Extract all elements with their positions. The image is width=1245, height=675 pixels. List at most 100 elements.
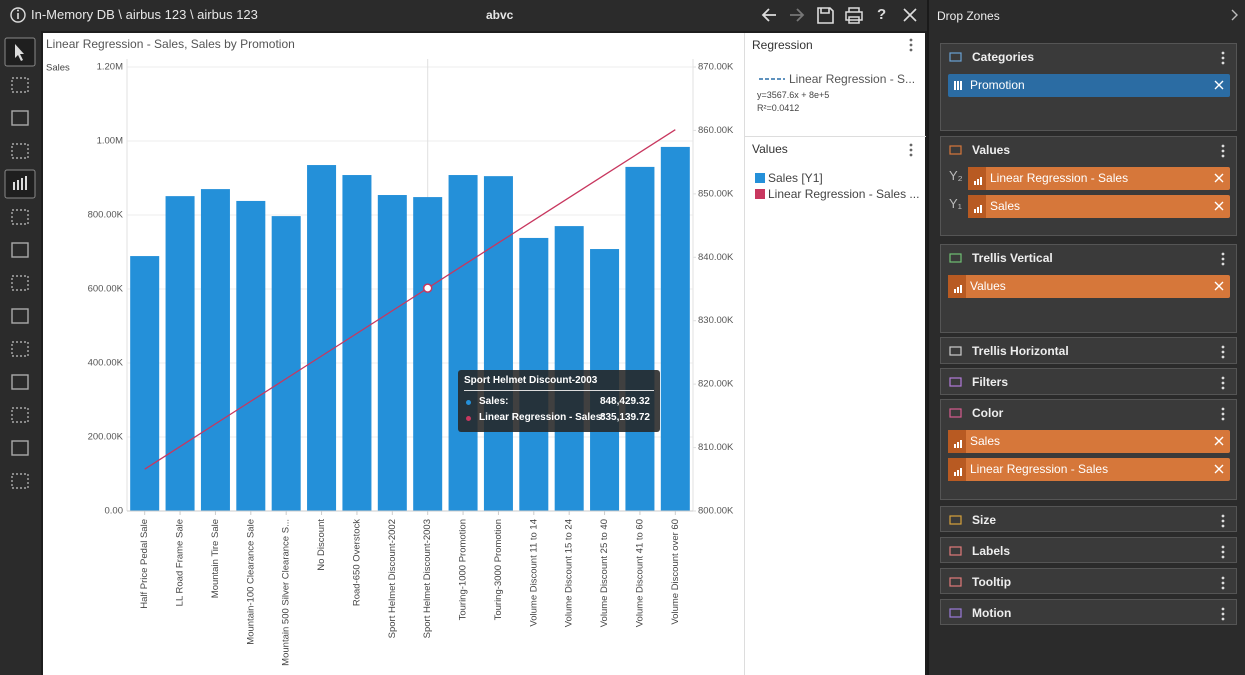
more-dot bbox=[1221, 262, 1225, 266]
more-dot bbox=[1221, 612, 1225, 616]
tool-icon bbox=[11, 374, 29, 390]
drop-zone: Filters bbox=[940, 368, 1237, 395]
drop-zone-icon bbox=[949, 408, 962, 418]
chip-icon-bar bbox=[974, 181, 976, 185]
chip-icon-bar bbox=[980, 177, 982, 185]
drop-zone-title: Tooltip bbox=[972, 575, 1012, 589]
y2-tick-label: 810.00K bbox=[698, 442, 734, 453]
more-dot bbox=[1221, 417, 1225, 421]
chip-remove-cross bbox=[1214, 281, 1224, 291]
regression-swatch bbox=[759, 78, 785, 80]
more-dot bbox=[1221, 386, 1225, 390]
tooltip: Sport Helmet Discount-2003 Sales: 848,429.… bbox=[458, 370, 660, 432]
chip-label: Sales bbox=[990, 199, 1021, 213]
tool-icon bbox=[11, 275, 29, 291]
drop-zone: Labels bbox=[940, 537, 1237, 563]
more-dot bbox=[1221, 252, 1225, 256]
y2-tick-label: 870.00K bbox=[698, 62, 734, 73]
x-tick-label: Volume Discount 15 to 24 bbox=[564, 519, 575, 627]
regression-equation: y=3567.6x + 8e+5 bbox=[757, 90, 830, 100]
more-dot bbox=[1221, 550, 1225, 554]
y2-tick-label: 860.00K bbox=[698, 125, 734, 136]
more-menu bbox=[1221, 252, 1225, 266]
chip-icon-bar bbox=[954, 472, 956, 476]
y2-tick-label: 800.00K bbox=[698, 506, 734, 517]
bar bbox=[236, 200, 266, 511]
more-dot bbox=[909, 48, 913, 52]
forward-button bbox=[790, 8, 805, 22]
field-chip[interactable]: Promotion bbox=[948, 74, 1230, 97]
chip-label: Linear Regression - Sales bbox=[990, 171, 1129, 185]
tooltip-label: Linear Regression - Sales: bbox=[479, 412, 605, 423]
info-icon bbox=[10, 7, 26, 23]
y-tick-label: 600.00K bbox=[88, 284, 124, 295]
hover-point bbox=[422, 283, 433, 293]
chip-icon-bg bbox=[948, 458, 966, 481]
y-tick-label: 800.00K bbox=[88, 210, 124, 221]
drop-zone-icon bbox=[949, 377, 962, 387]
field-chip[interactable]: Linear Regression - Sales bbox=[948, 458, 1230, 481]
more-menu bbox=[1221, 407, 1225, 421]
tool-icon bbox=[11, 341, 29, 357]
chip-icon bbox=[948, 458, 966, 481]
chart-title: Linear Regression - Sales, Sales by Prom… bbox=[46, 37, 295, 51]
more-dot bbox=[1221, 524, 1225, 528]
bar bbox=[660, 146, 690, 512]
drop-zone: Size bbox=[940, 506, 1237, 532]
chip-icon-bar bbox=[977, 179, 979, 185]
field-chip[interactable]: Values bbox=[948, 275, 1230, 298]
chip-icon-bar bbox=[960, 81, 962, 90]
chip-remove[interactable] bbox=[1214, 436, 1224, 446]
drop-zone-title: Color bbox=[972, 406, 1004, 420]
chip-icon-bar bbox=[960, 468, 962, 476]
more-dot bbox=[1221, 355, 1225, 359]
legend-swatch bbox=[755, 173, 765, 183]
help-button[interactable]: ? bbox=[877, 6, 887, 23]
print-button bbox=[845, 7, 863, 24]
report-title: abvc bbox=[486, 8, 514, 22]
chip-remove[interactable] bbox=[1214, 281, 1224, 291]
more-dot bbox=[1221, 607, 1225, 611]
tool-icon bbox=[11, 473, 29, 489]
drop-zone: Values Y₂ Linear Regression - Sales Y₁ Sales bbox=[940, 136, 1237, 236]
regression-line bbox=[144, 129, 676, 470]
more-dot bbox=[1221, 257, 1225, 261]
tool-icon bbox=[11, 143, 29, 159]
close-button bbox=[903, 8, 917, 22]
chip-remove-cross bbox=[1214, 201, 1224, 211]
legend-entry[interactable]: Sales [Y1] bbox=[768, 171, 823, 185]
chip-icon-bar bbox=[954, 81, 956, 90]
chip-icon-bar bbox=[957, 442, 959, 448]
drop-zone-icon bbox=[949, 253, 962, 263]
more-menu bbox=[1221, 345, 1225, 359]
chip-remove[interactable] bbox=[1214, 201, 1224, 211]
y-tick-label: 1.00M bbox=[97, 136, 123, 147]
more-menu bbox=[909, 38, 913, 52]
more-dot bbox=[1221, 56, 1225, 60]
more-dot bbox=[1221, 581, 1225, 585]
values-title: Values bbox=[752, 142, 788, 156]
tool-icon bbox=[13, 182, 15, 190]
legend-entry[interactable]: Linear Regression - Sales ... bbox=[768, 187, 920, 201]
more-dot bbox=[1221, 149, 1225, 153]
chip-remove[interactable] bbox=[1214, 464, 1224, 474]
collapse-arrow bbox=[1231, 9, 1238, 21]
field-chip[interactable]: Sales bbox=[948, 430, 1230, 453]
chip-icon-bar bbox=[974, 209, 976, 213]
field-chip[interactable]: Linear Regression - Sales bbox=[968, 167, 1230, 190]
chip-remove-cross bbox=[1214, 80, 1224, 90]
field-chip[interactable]: Sales bbox=[968, 195, 1230, 218]
chip-remove[interactable] bbox=[1214, 80, 1224, 90]
more-dot bbox=[1221, 545, 1225, 549]
drop-zone-icon-shape bbox=[949, 408, 962, 418]
chip-icon bbox=[948, 275, 966, 298]
chip-icon bbox=[968, 167, 986, 190]
x-tick-label: Sport Helmet Discount-2002 bbox=[387, 519, 398, 638]
info-icon bbox=[17, 9, 19, 12]
chip-icon bbox=[968, 195, 986, 218]
x-tick-label: Half Price Pedal Sale bbox=[139, 519, 150, 609]
bar bbox=[448, 175, 478, 512]
bar bbox=[554, 226, 584, 511]
chip-remove[interactable] bbox=[1214, 173, 1224, 183]
tool-icon bbox=[11, 308, 29, 324]
